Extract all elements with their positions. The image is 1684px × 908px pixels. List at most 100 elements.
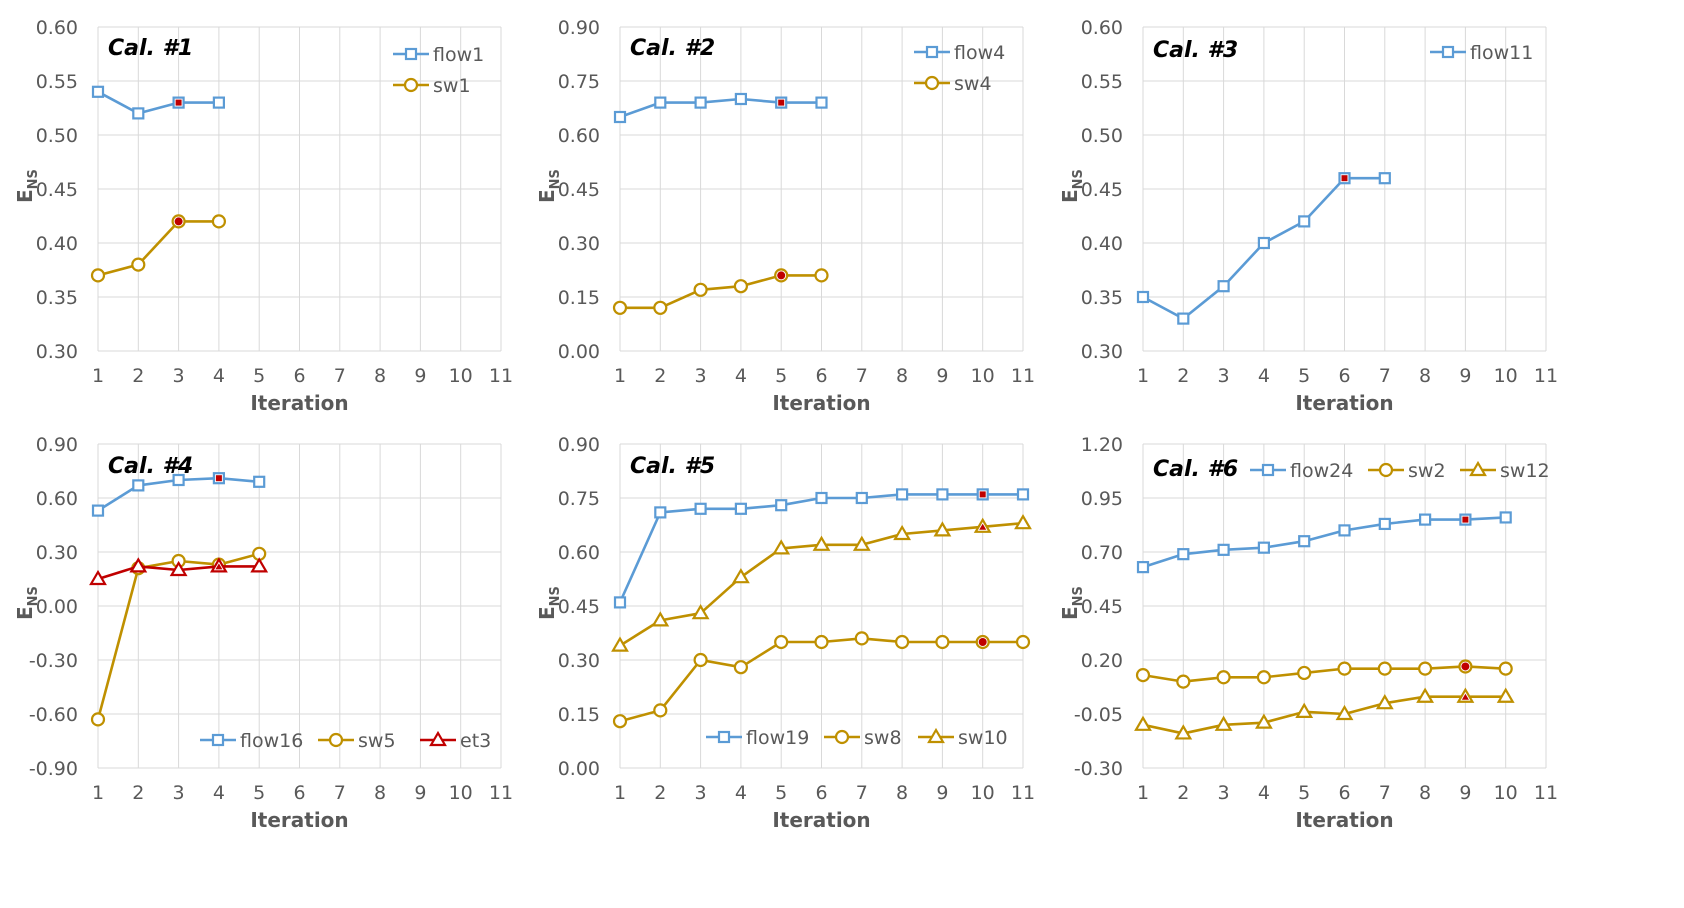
data-point <box>933 521 952 537</box>
y-tick-label: 0.30 <box>558 650 600 672</box>
data-point <box>132 479 145 492</box>
x-tick-label: 5 <box>775 782 787 804</box>
y-axis-title: ENS <box>535 586 563 620</box>
x-tick-label: 6 <box>293 365 305 387</box>
series-sw4 <box>612 268 829 315</box>
x-tick-label: 3 <box>173 365 185 387</box>
x-tick-label: 2 <box>1177 365 1189 387</box>
y-tick-label: 0.95 <box>1081 488 1123 510</box>
legend-label: sw10 <box>958 727 1008 749</box>
x-tick-label: 8 <box>374 365 386 387</box>
y-axis-title-main: E <box>13 189 37 203</box>
series-line <box>1142 665 1506 683</box>
data-point <box>1416 687 1435 703</box>
x-tick-label: 10 <box>449 782 473 804</box>
y-tick-label: 0.55 <box>1081 71 1123 93</box>
legend-entry: sw12 <box>1460 460 1550 482</box>
data-point <box>693 282 708 297</box>
data-point-best <box>1461 693 1469 700</box>
legend-marker <box>1261 463 1275 477</box>
series-sw12 <box>1134 687 1515 740</box>
legend-marker <box>211 733 225 747</box>
x-tick-label: 4 <box>1258 365 1270 387</box>
legend-marker <box>403 77 419 93</box>
data-point <box>734 92 748 106</box>
data-point <box>1134 715 1152 731</box>
x-tick-label: 3 <box>695 782 707 804</box>
legend: flow4 sw4 <box>914 42 1005 95</box>
data-point <box>1257 541 1271 554</box>
legend-entry: sw1 <box>393 75 471 97</box>
legend-label: flow24 <box>1290 460 1353 482</box>
x-tick-label: 8 <box>1419 365 1431 387</box>
data-point-best <box>215 563 223 570</box>
y-tick-label: 0.00 <box>558 341 600 363</box>
x-tick-label: 7 <box>334 782 346 804</box>
panel-title: Cal. #3 <box>1153 38 1238 63</box>
legend-marker <box>1378 462 1394 478</box>
y-axis-title-main: E <box>1058 189 1082 203</box>
x-tick-label: 11 <box>1011 782 1035 804</box>
data-point <box>1338 524 1351 537</box>
x-tick-label: 9 <box>936 365 948 387</box>
data-point <box>1375 694 1394 710</box>
legend-entry: et3 <box>420 730 491 752</box>
data-point <box>654 506 667 519</box>
legend-marker <box>404 47 418 61</box>
series-sw8 <box>612 631 1031 729</box>
x-tick-label: 6 <box>1338 365 1350 387</box>
x-axis-title: Iteration <box>772 808 870 832</box>
legend-entry: sw4 <box>914 73 992 95</box>
data-point <box>611 636 629 652</box>
y-axis-title-subscript: NS <box>548 169 563 189</box>
x-tick-label: 6 <box>1338 782 1350 804</box>
legend-entry: flow4 <box>914 42 1005 64</box>
x-axis-title: Iteration <box>1295 808 1393 832</box>
legend-label: et3 <box>460 730 491 752</box>
y-axis-title-subscript: NS <box>1071 586 1086 606</box>
data-point <box>733 660 749 675</box>
data-point <box>613 596 627 609</box>
series-flow24 <box>1136 511 1512 574</box>
y-tick-label: 0.60 <box>558 125 600 147</box>
x-tick-label: 5 <box>775 365 787 387</box>
y-tick-label: 0.15 <box>558 704 600 726</box>
data-point <box>814 268 829 283</box>
data-point <box>612 714 628 729</box>
data-point <box>132 107 145 120</box>
y-tick-label: 0.45 <box>1081 596 1123 618</box>
data-point <box>1499 511 1512 524</box>
y-tick-label: 0.55 <box>36 71 78 93</box>
y-axis-title-main: E <box>535 606 559 620</box>
data-point <box>893 524 912 541</box>
x-tick-label: 7 <box>334 365 346 387</box>
series-flow19 <box>613 488 1030 609</box>
x-tick-label: 8 <box>374 782 386 804</box>
y-tick-label: 0.00 <box>558 758 600 780</box>
x-tick-label: 11 <box>1534 782 1558 804</box>
x-axis-title: Iteration <box>250 391 348 415</box>
data-point <box>775 499 788 512</box>
data-point <box>734 502 748 515</box>
y-axis-title-main: E <box>13 606 37 620</box>
panel-title: Cal. #1 <box>108 36 193 61</box>
data-point <box>935 634 950 650</box>
series-line <box>1142 516 1506 569</box>
x-tick-label: 10 <box>449 365 473 387</box>
legend-label: sw4 <box>954 73 992 95</box>
legend-entry: sw8 <box>824 727 902 749</box>
x-tick-label: 5 <box>1298 365 1310 387</box>
data-point <box>772 539 791 555</box>
legend-label: flow19 <box>746 727 809 749</box>
x-tick-label: 5 <box>253 365 265 387</box>
data-point <box>854 631 869 646</box>
series-flow11 <box>1136 172 1391 325</box>
data-point <box>1298 215 1311 228</box>
legend-label: sw5 <box>358 730 396 752</box>
y-axis-title: ENS <box>1058 586 1086 620</box>
legend-label: sw8 <box>864 727 902 749</box>
x-tick-label: 1 <box>92 365 104 387</box>
data-point-best <box>979 523 987 530</box>
data-point <box>1177 548 1190 561</box>
